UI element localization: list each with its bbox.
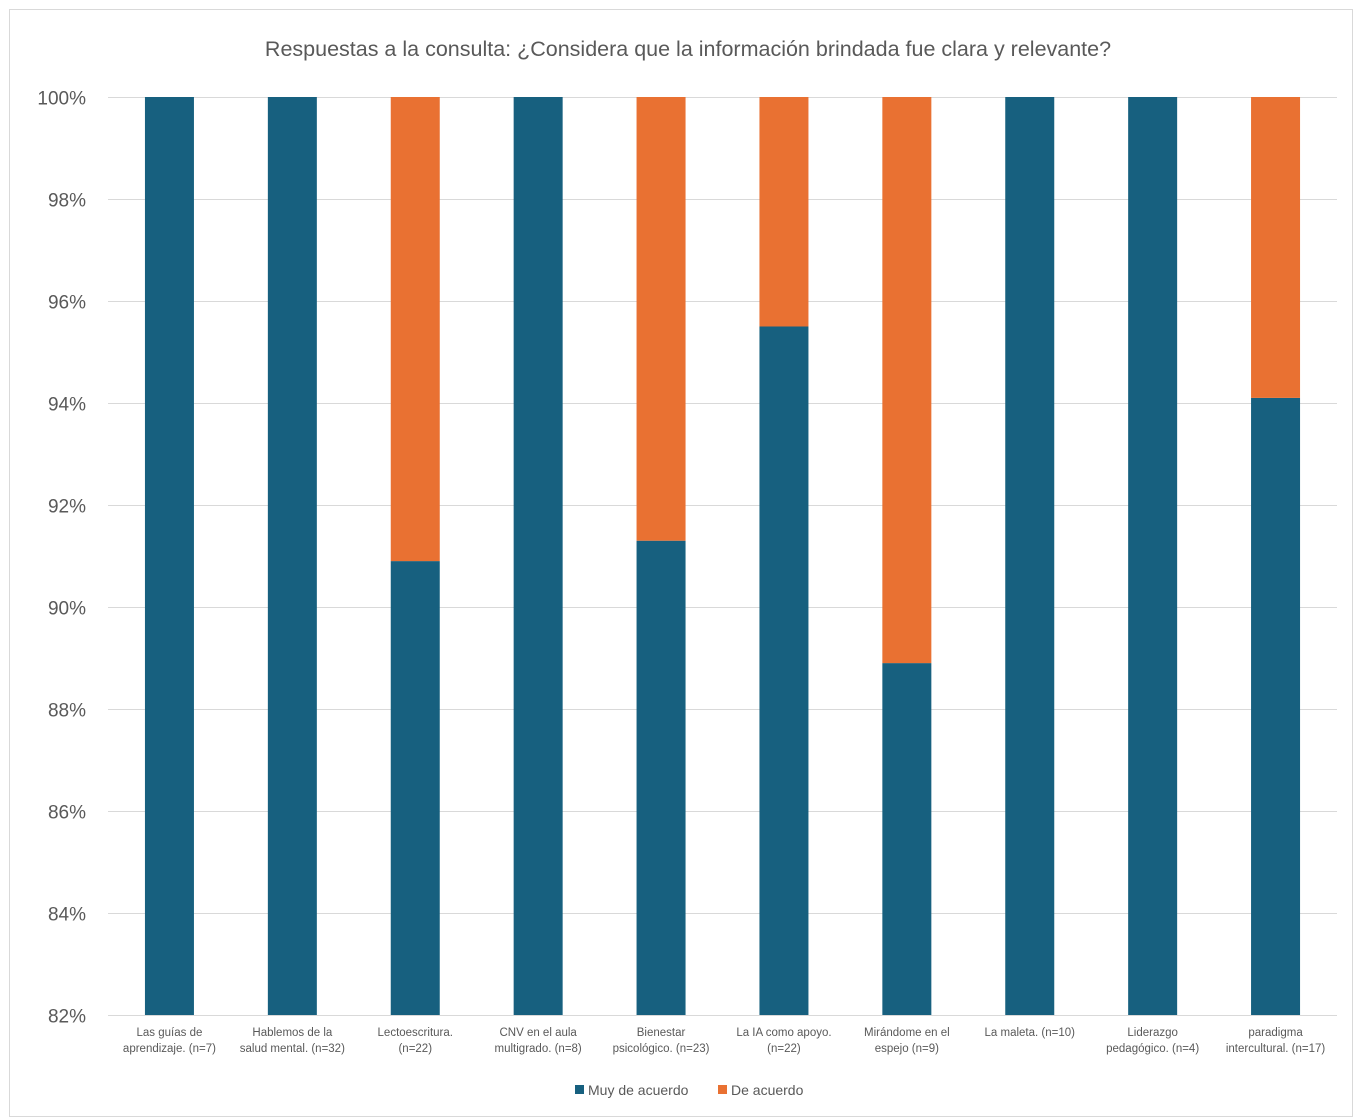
x-tick-label: paradigma — [1248, 1027, 1303, 1039]
y-tick-label: 98% — [48, 191, 86, 212]
y-tick-label: 92% — [48, 497, 86, 518]
x-tick-label: psicológico. (n=23) — [613, 1043, 710, 1055]
x-tick-label: multigrado. (n=8) — [495, 1043, 582, 1055]
x-tick-label: salud mental. (n=32) — [240, 1043, 345, 1055]
bar-muy-de-acuerdo — [1251, 397, 1301, 1015]
legend-swatch — [575, 1085, 584, 1094]
x-tick-label: aprendizaje. (n=7) — [123, 1043, 216, 1055]
bar-muy-de-acuerdo — [144, 97, 194, 1015]
y-tick-label: 88% — [48, 701, 86, 722]
bar-muy-de-acuerdo — [390, 561, 440, 1015]
bar-muy-de-acuerdo — [513, 97, 563, 1015]
x-tick-label: espejo (n=9) — [875, 1043, 939, 1055]
bar-muy-de-acuerdo — [759, 326, 809, 1015]
x-axis-ticks: Las guías de aprendizaje. (n=7) Hablemos d… — [123, 1027, 1325, 1055]
x-tick-label: CNV en el aula — [499, 1027, 577, 1039]
bar-de-acuerdo — [759, 97, 809, 327]
y-axis-ticks: 82% 84% 86% 88% 90% 92% 94% 96% 98% 100% — [37, 89, 86, 1028]
legend-label: De acuerdo — [731, 1082, 804, 1098]
y-tick-label: 100% — [37, 89, 86, 110]
x-tick-label: Hablemos de la — [252, 1027, 333, 1039]
x-tick-label: La maleta. (n=10) — [985, 1027, 1076, 1039]
x-tick-label: Las guías de — [137, 1027, 203, 1039]
y-tick-label: 90% — [48, 599, 86, 620]
bar-de-acuerdo — [1251, 97, 1301, 398]
bar-muy-de-acuerdo — [882, 663, 932, 1015]
x-tick-label: intercultural. (n=17) — [1226, 1043, 1326, 1055]
y-tick-label: 86% — [48, 803, 86, 824]
x-tick-label: (n=22) — [398, 1043, 432, 1055]
x-tick-label: La IA como apoyo. — [736, 1027, 831, 1039]
y-tick-label: 84% — [48, 905, 86, 926]
bar-de-acuerdo — [636, 97, 686, 541]
bar-muy-de-acuerdo — [636, 540, 686, 1015]
legend-swatch — [718, 1085, 727, 1094]
x-tick-label: (n=22) — [767, 1043, 801, 1055]
y-tick-label: 82% — [48, 1007, 86, 1028]
legend-label: Muy de acuerdo — [588, 1082, 689, 1098]
x-tick-label: Mirándome en el — [864, 1027, 950, 1039]
bar-muy-de-acuerdo — [1128, 97, 1178, 1015]
y-tick-label: 96% — [48, 293, 86, 314]
bars — [144, 97, 1301, 1015]
x-tick-label: Liderazgo — [1127, 1027, 1178, 1039]
bar-de-acuerdo — [882, 97, 932, 664]
x-tick-label: Bienestar — [637, 1027, 686, 1039]
bar-muy-de-acuerdo — [1005, 97, 1055, 1015]
x-tick-label: Lectoescritura. — [378, 1027, 453, 1039]
x-tick-label: pedagógico. (n=4) — [1106, 1043, 1199, 1055]
legend: Muy de acuerdo De acuerdo — [575, 1082, 804, 1098]
bar-muy-de-acuerdo — [267, 97, 317, 1015]
y-tick-label: 94% — [48, 395, 86, 416]
bar-de-acuerdo — [390, 97, 440, 562]
chart-title: Respuestas a la consulta: ¿Considera que… — [265, 37, 1111, 61]
